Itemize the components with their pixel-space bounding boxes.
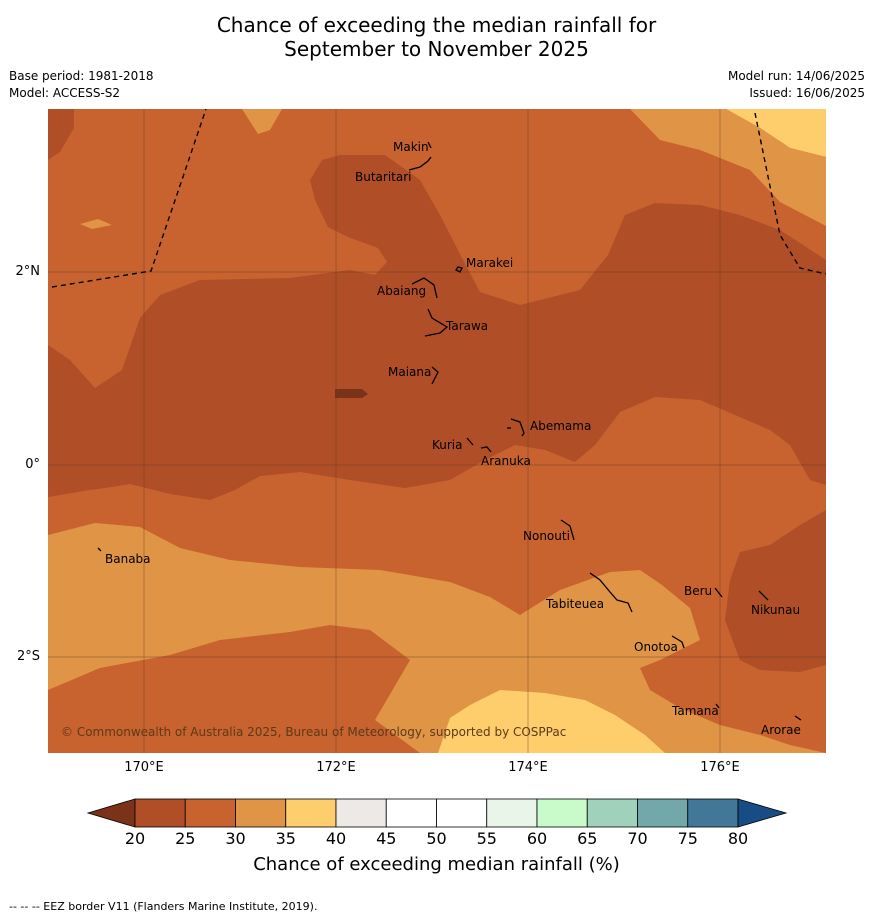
eez-footnote: -- -- -- EEZ border V11 (Flanders Marine… — [9, 900, 318, 913]
colorbar-swatch — [134, 798, 186, 828]
label-tamana: Tamana — [671, 704, 719, 718]
map-title-line-1: Chance of exceeding the median rainfall … — [216, 13, 657, 37]
colorbar-tick-label: 80 — [727, 829, 749, 848]
lon-tick-170e: 170°E — [124, 760, 164, 775]
band-30-35-n — [242, 109, 282, 134]
colorbar-tick-label: 50 — [426, 829, 447, 848]
colorbar-over-arrow — [737, 798, 788, 828]
colorbar — [86, 798, 788, 828]
colorbar-swatch — [385, 798, 437, 828]
graticule — [48, 109, 826, 753]
band-20-25-central — [48, 155, 826, 500]
colorbar-tick-label: 30 — [225, 829, 246, 848]
meta-left: Base period: 1981-2018 Model: ACCESS-S2 — [9, 68, 154, 102]
lat-tick-2n: 2°N — [15, 264, 41, 279]
colorbar-tick-label: 40 — [325, 829, 347, 848]
band-30-35-s — [48, 523, 826, 753]
band-20-25-nw — [48, 109, 74, 160]
label-nonouti: Nonouti — [523, 529, 570, 543]
place-labels: Makin Butaritari Marakei Abaiang Tarawa … — [105, 140, 801, 737]
colorbar-swatch — [285, 798, 337, 828]
label-kuria: Kuria — [432, 438, 463, 452]
band-35-40-s — [438, 690, 665, 753]
colorbar-swatch — [586, 798, 638, 828]
colorbar-tick-label: 25 — [175, 829, 196, 848]
rainfall-field: Makin Butaritari Marakei Abaiang Tarawa … — [48, 109, 826, 753]
colorbar-swatch — [536, 798, 588, 828]
label-abaiang: Abaiang — [377, 284, 426, 298]
colorbar-label: Chance of exceeding median rainfall (%) — [253, 854, 620, 875]
label-onotoa: Onotoa — [634, 640, 678, 654]
colorbar-swatch — [687, 798, 739, 828]
label-maiana: Maiana — [388, 365, 431, 379]
band-below-20-spot — [335, 389, 368, 398]
colorbar-tick-label: 65 — [577, 829, 598, 848]
label-abemama: Abemama — [530, 419, 591, 433]
colorbar-tick-label: 20 — [124, 829, 146, 848]
colorbar-swatch — [436, 798, 488, 828]
colorbar-swatch — [235, 798, 287, 828]
label-nikunau: Nikunau — [751, 603, 800, 617]
lat-tick-2s: 2°S — [16, 649, 40, 664]
band-20-25-se — [725, 510, 826, 672]
label-tabiteuea: Tabiteuea — [545, 597, 604, 611]
label-butaritari: Butaritari — [355, 170, 412, 184]
label-arorae: Arorae — [761, 723, 801, 737]
label-marakei: Marakei — [466, 256, 513, 270]
issued-text: Issued: 16/06/2025 — [749, 86, 865, 100]
base-period-text: Base period: 1981-2018 — [9, 69, 154, 83]
colorbar-tick-label: 60 — [526, 829, 548, 848]
colorbar-tick-label: 75 — [677, 829, 698, 848]
label-banaba: Banaba — [105, 552, 151, 566]
label-tarawa: Tarawa — [445, 319, 488, 333]
lat-tick-0: 0° — [25, 457, 40, 472]
label-aranuka: Aranuka — [481, 454, 531, 468]
map-title-line-2: September to November 2025 — [284, 37, 589, 61]
colorbar-swatch — [184, 798, 236, 828]
lon-tick-174e: 174°E — [508, 760, 548, 775]
label-beru: Beru — [684, 584, 712, 598]
model-text: Model: ACCESS-S2 — [9, 86, 121, 100]
band-30-35-spot — [80, 219, 112, 229]
island-outlines — [97, 141, 802, 721]
band-35-40-ne — [726, 109, 826, 157]
lon-tick-176e: 176°E — [700, 760, 740, 775]
meta-right: Model run: 14/06/2025 Issued: 16/06/2025 — [728, 68, 865, 102]
colorbar-swatch — [486, 798, 538, 828]
colorbar-tick-label: 35 — [275, 829, 296, 848]
colorbar-swatch — [637, 798, 689, 828]
colorbar-under-arrow — [86, 798, 136, 828]
colorbar-tick-label: 45 — [376, 829, 397, 848]
colorbar-tick-label: 55 — [476, 829, 497, 848]
band-30-35-ne — [630, 109, 826, 226]
colorbar-tick-label: 70 — [627, 829, 648, 848]
eez-border — [51, 109, 826, 288]
label-makin: Makin — [393, 140, 429, 154]
model-run-text: Model run: 14/06/2025 — [727, 69, 865, 83]
copyright-text: © Commonwealth of Australia 2025, Bureau… — [61, 725, 566, 739]
colorbar-swatch — [335, 798, 387, 828]
lon-tick-172e: 172°E — [316, 760, 356, 775]
